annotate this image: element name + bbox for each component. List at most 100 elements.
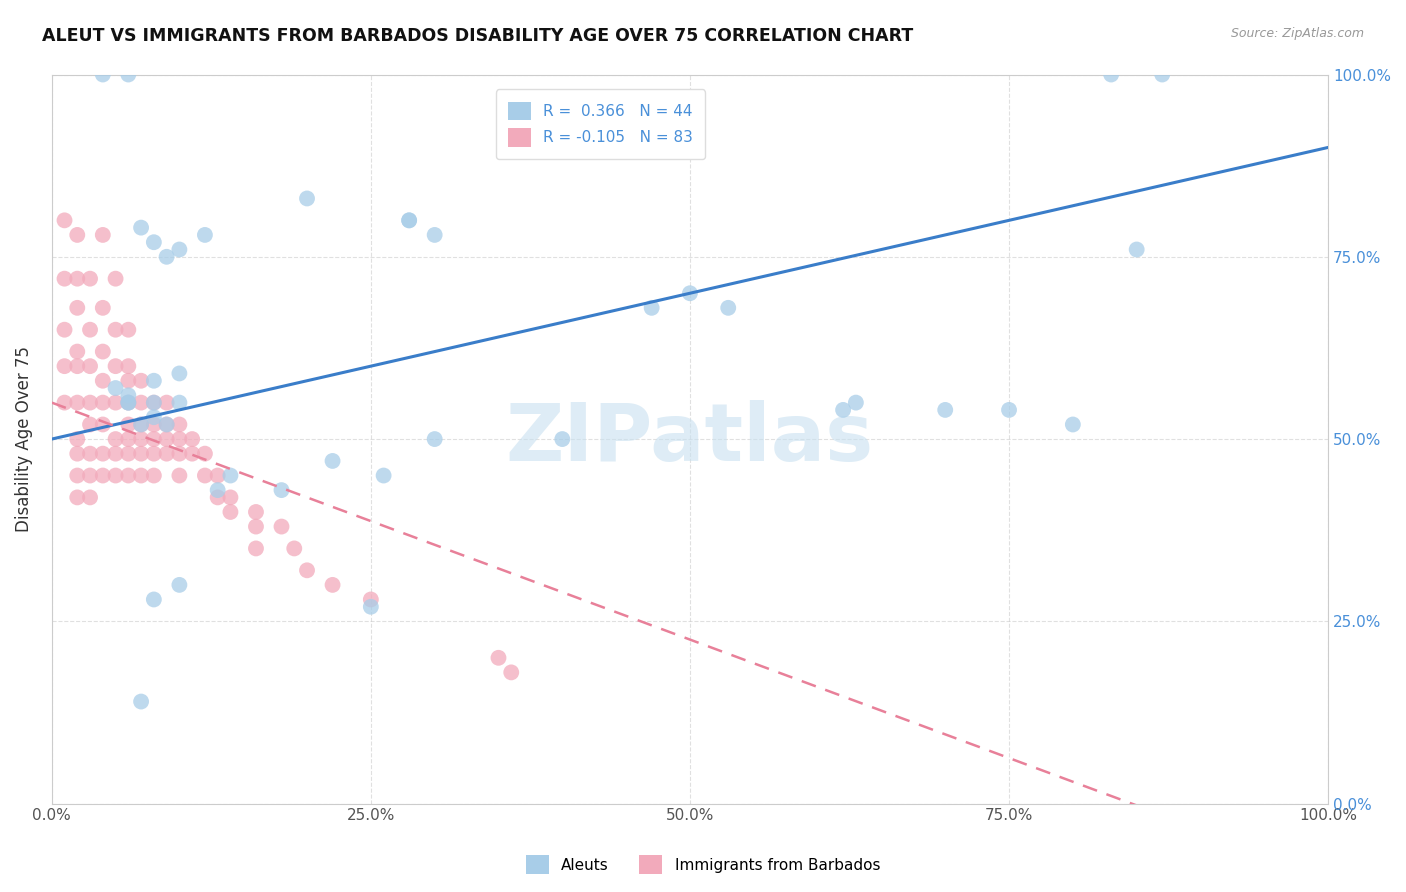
Text: ZIPatlas: ZIPatlas [506, 401, 875, 478]
Point [53, 271, 76, 285]
Point [423, 227, 446, 242]
Point [66, 432, 89, 446]
Point [66, 359, 89, 373]
Point [129, 468, 152, 483]
Point [142, 235, 165, 250]
Point [194, 468, 217, 483]
Point [142, 468, 165, 483]
Point [129, 417, 152, 432]
Point [66, 468, 89, 483]
Point [295, 191, 318, 205]
Point [66, 344, 89, 359]
Point [679, 286, 702, 301]
Point [104, 359, 127, 373]
Point [169, 367, 191, 381]
Point [169, 243, 191, 257]
Point [832, 403, 855, 417]
Point [66, 227, 89, 242]
Point [104, 468, 127, 483]
Point [245, 541, 267, 556]
Point [117, 323, 139, 337]
Point [66, 271, 89, 285]
Point [53, 323, 76, 337]
Point [129, 432, 152, 446]
Point [66, 491, 89, 505]
Point [207, 468, 229, 483]
Point [373, 468, 395, 483]
Point [934, 403, 956, 417]
Point [169, 395, 191, 409]
Point [1125, 243, 1147, 257]
Point [488, 650, 510, 665]
Point [129, 417, 152, 432]
Point [283, 541, 305, 556]
Point [295, 563, 318, 577]
Point [360, 599, 382, 614]
Point [156, 432, 179, 446]
Point [360, 592, 382, 607]
Point [129, 694, 152, 708]
Point [53, 359, 76, 373]
Point [181, 432, 204, 446]
Point [142, 592, 165, 607]
Point [270, 483, 292, 497]
Point [142, 432, 165, 446]
Point [194, 447, 217, 461]
Point [117, 388, 139, 402]
Point [117, 395, 139, 409]
Point [104, 395, 127, 409]
Point [1099, 68, 1122, 82]
Point [169, 432, 191, 446]
Point [79, 271, 101, 285]
Legend: Aleuts, Immigrants from Barbados: Aleuts, Immigrants from Barbados [520, 849, 886, 880]
Point [501, 665, 523, 680]
Point [998, 403, 1021, 417]
Point [91, 227, 114, 242]
Point [66, 301, 89, 315]
Text: ALEUT VS IMMIGRANTS FROM BARBADOS DISABILITY AGE OVER 75 CORRELATION CHART: ALEUT VS IMMIGRANTS FROM BARBADOS DISABI… [42, 27, 914, 45]
Point [91, 374, 114, 388]
Point [181, 447, 204, 461]
Point [91, 301, 114, 315]
Point [219, 505, 242, 519]
Point [117, 468, 139, 483]
Point [322, 454, 344, 468]
Point [717, 301, 740, 315]
Point [322, 578, 344, 592]
Point [117, 374, 139, 388]
Point [142, 447, 165, 461]
Point [79, 491, 101, 505]
Point [142, 374, 165, 388]
Point [270, 519, 292, 533]
Point [156, 395, 179, 409]
Point [53, 213, 76, 227]
Point [129, 374, 152, 388]
Point [207, 491, 229, 505]
Point [91, 344, 114, 359]
Y-axis label: Disability Age Over 75: Disability Age Over 75 [15, 346, 32, 532]
Point [117, 68, 139, 82]
Point [398, 213, 420, 227]
Point [104, 447, 127, 461]
Point [156, 417, 179, 432]
Point [142, 410, 165, 425]
Point [129, 447, 152, 461]
Point [219, 491, 242, 505]
Point [79, 359, 101, 373]
Point [104, 323, 127, 337]
Point [79, 447, 101, 461]
Point [53, 395, 76, 409]
Point [845, 395, 868, 409]
Legend: R =  0.366   N = 44, R = -0.105   N = 83: R = 0.366 N = 44, R = -0.105 N = 83 [496, 89, 706, 159]
Point [219, 468, 242, 483]
Point [640, 301, 662, 315]
Point [79, 395, 101, 409]
Point [1062, 417, 1084, 432]
Point [142, 417, 165, 432]
Point [207, 483, 229, 497]
Point [245, 519, 267, 533]
Point [91, 68, 114, 82]
Point [66, 395, 89, 409]
Point [117, 447, 139, 461]
Point [79, 468, 101, 483]
